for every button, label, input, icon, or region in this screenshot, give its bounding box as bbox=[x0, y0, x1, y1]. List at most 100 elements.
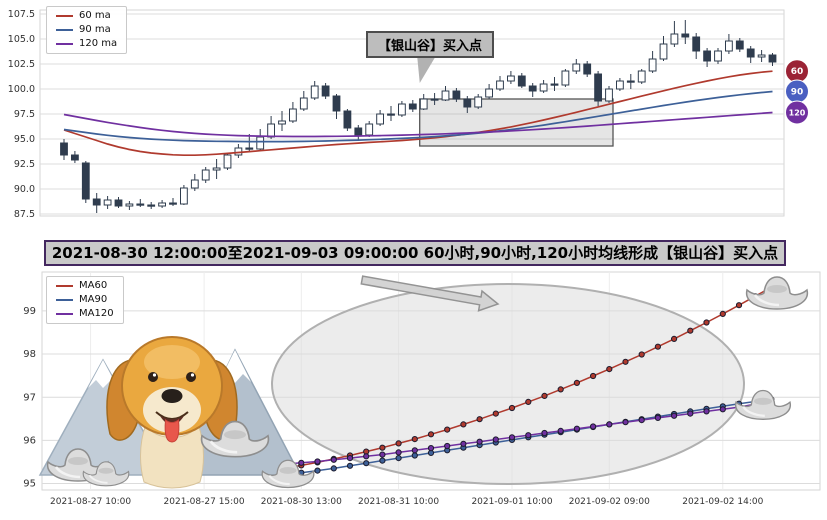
y-tick-label: 97 bbox=[23, 392, 36, 403]
candle-body bbox=[539, 83, 548, 92]
y-tick-label: 99 bbox=[23, 306, 36, 317]
y-tick-label: 95 bbox=[23, 479, 36, 490]
data-point-marker bbox=[525, 432, 532, 439]
candle-body bbox=[354, 127, 363, 136]
data-point-marker bbox=[346, 462, 354, 469]
x-tick-label: 2021-09-01 10:00 bbox=[471, 497, 552, 507]
data-point-marker bbox=[735, 302, 743, 309]
data-point-marker bbox=[508, 434, 516, 441]
candle-body bbox=[583, 63, 592, 75]
silver-valley-highlight-box bbox=[419, 98, 614, 147]
candle-body bbox=[332, 95, 341, 112]
legend-item-ma60: MA60 bbox=[56, 281, 114, 291]
x-tick-label: 2021-09-02 14:00 bbox=[682, 497, 763, 507]
y-tick-label: 90.0 bbox=[14, 184, 35, 195]
data-point-marker bbox=[541, 392, 548, 399]
data-point-marker bbox=[703, 319, 710, 326]
bottom-chart-legend: MA60 MA90 MA120 bbox=[46, 276, 124, 324]
x-tick-label: 2021-08-31 10:00 bbox=[358, 497, 439, 507]
candle-body bbox=[158, 202, 166, 207]
data-point-marker bbox=[590, 372, 597, 380]
x-tick-label: 2021-08-27 10:00 bbox=[50, 497, 131, 507]
candle-body bbox=[125, 203, 134, 207]
candle-body bbox=[245, 147, 254, 150]
candle-body bbox=[343, 110, 352, 129]
grid-lines: 87.5 90.0 92.5 95.0 97.5 100.0 102.5 105.0 107.5 bbox=[8, 9, 784, 220]
legend-label: MA120 bbox=[79, 308, 114, 319]
data-point-marker bbox=[411, 436, 418, 443]
data-point-marker bbox=[411, 452, 418, 459]
highlight-ellipse bbox=[271, 283, 745, 485]
candle-body bbox=[289, 108, 297, 122]
candle-body bbox=[441, 90, 450, 101]
candle-body bbox=[703, 50, 712, 62]
legend-line-swatch bbox=[56, 299, 73, 301]
data-point-marker bbox=[395, 449, 402, 456]
candle-body bbox=[376, 113, 385, 125]
legend-label: 90 ma bbox=[79, 24, 111, 35]
ma-lines-chart: 95 96 97 98 99 2021-08-27 10:00 2021-08-27 15:… bbox=[23, 271, 821, 507]
legend-label: MA60 bbox=[79, 280, 108, 291]
data-point-marker bbox=[460, 440, 467, 447]
data-point-marker bbox=[557, 427, 564, 434]
candle-body bbox=[474, 96, 483, 108]
data-point-marker bbox=[363, 460, 370, 467]
candle-body bbox=[169, 202, 177, 205]
y-tick-label: 100.0 bbox=[8, 84, 35, 95]
candle-body bbox=[692, 36, 701, 52]
data-point-marker bbox=[654, 343, 662, 350]
candle-body bbox=[71, 154, 79, 161]
data-point-marker bbox=[444, 426, 451, 433]
candle-body bbox=[430, 98, 439, 101]
candle-body bbox=[768, 54, 777, 63]
data-point-marker bbox=[476, 438, 483, 445]
silver-valley-callout: 【银山谷】买入点 bbox=[366, 31, 495, 58]
data-point-marker bbox=[460, 421, 467, 428]
x-tick-label: 2021-08-30 13:00 bbox=[261, 497, 342, 507]
ma-line-60ma bbox=[63, 70, 773, 157]
data-point-marker bbox=[573, 425, 581, 432]
candle-body bbox=[92, 198, 101, 206]
ma-badge-label: 120 bbox=[789, 109, 806, 118]
candle-body bbox=[321, 85, 330, 97]
ma-line-120ma bbox=[63, 111, 773, 138]
data-point-marker bbox=[719, 310, 726, 318]
moving-average-lines bbox=[282, 284, 775, 478]
candle-body bbox=[278, 120, 286, 125]
y-tick-label: 87.5 bbox=[14, 209, 35, 220]
candle-body bbox=[528, 85, 537, 92]
candle-body bbox=[114, 199, 123, 207]
data-point-marker bbox=[703, 408, 710, 415]
candle-body bbox=[365, 123, 374, 136]
data-point-marker bbox=[508, 404, 516, 412]
candle-body bbox=[267, 123, 276, 138]
data-point-marker bbox=[314, 458, 321, 465]
candle-body bbox=[725, 40, 733, 52]
candle-body bbox=[670, 33, 679, 45]
candle-body bbox=[387, 113, 395, 116]
data-point-marker bbox=[590, 423, 597, 430]
candle-body bbox=[616, 80, 624, 90]
candle-body bbox=[485, 88, 494, 98]
candle-body bbox=[223, 154, 232, 169]
candle-body bbox=[310, 85, 319, 99]
ma-line-90ma bbox=[63, 90, 773, 143]
data-point-marker bbox=[606, 421, 613, 428]
golden-retriever-illustration bbox=[106, 336, 238, 489]
legend-label: MA90 bbox=[79, 294, 108, 305]
candle-body bbox=[201, 169, 210, 181]
candle-body bbox=[517, 75, 526, 87]
candle-body bbox=[605, 88, 613, 102]
candle-body bbox=[496, 80, 504, 90]
ma-badge-label: 90 bbox=[791, 88, 804, 98]
y-tick-label: 92.5 bbox=[14, 159, 35, 170]
data-point-marker bbox=[444, 442, 451, 450]
y-tick-label: 105.0 bbox=[8, 34, 35, 45]
candle-body bbox=[648, 58, 657, 72]
candle-body bbox=[572, 63, 581, 72]
candle-body bbox=[81, 162, 90, 200]
candle-body bbox=[408, 103, 417, 110]
top-chart-legend: 60 ma 90 ma 120 ma bbox=[46, 6, 128, 54]
candle-body bbox=[60, 142, 68, 156]
legend-item-ma120: MA120 bbox=[56, 309, 114, 319]
